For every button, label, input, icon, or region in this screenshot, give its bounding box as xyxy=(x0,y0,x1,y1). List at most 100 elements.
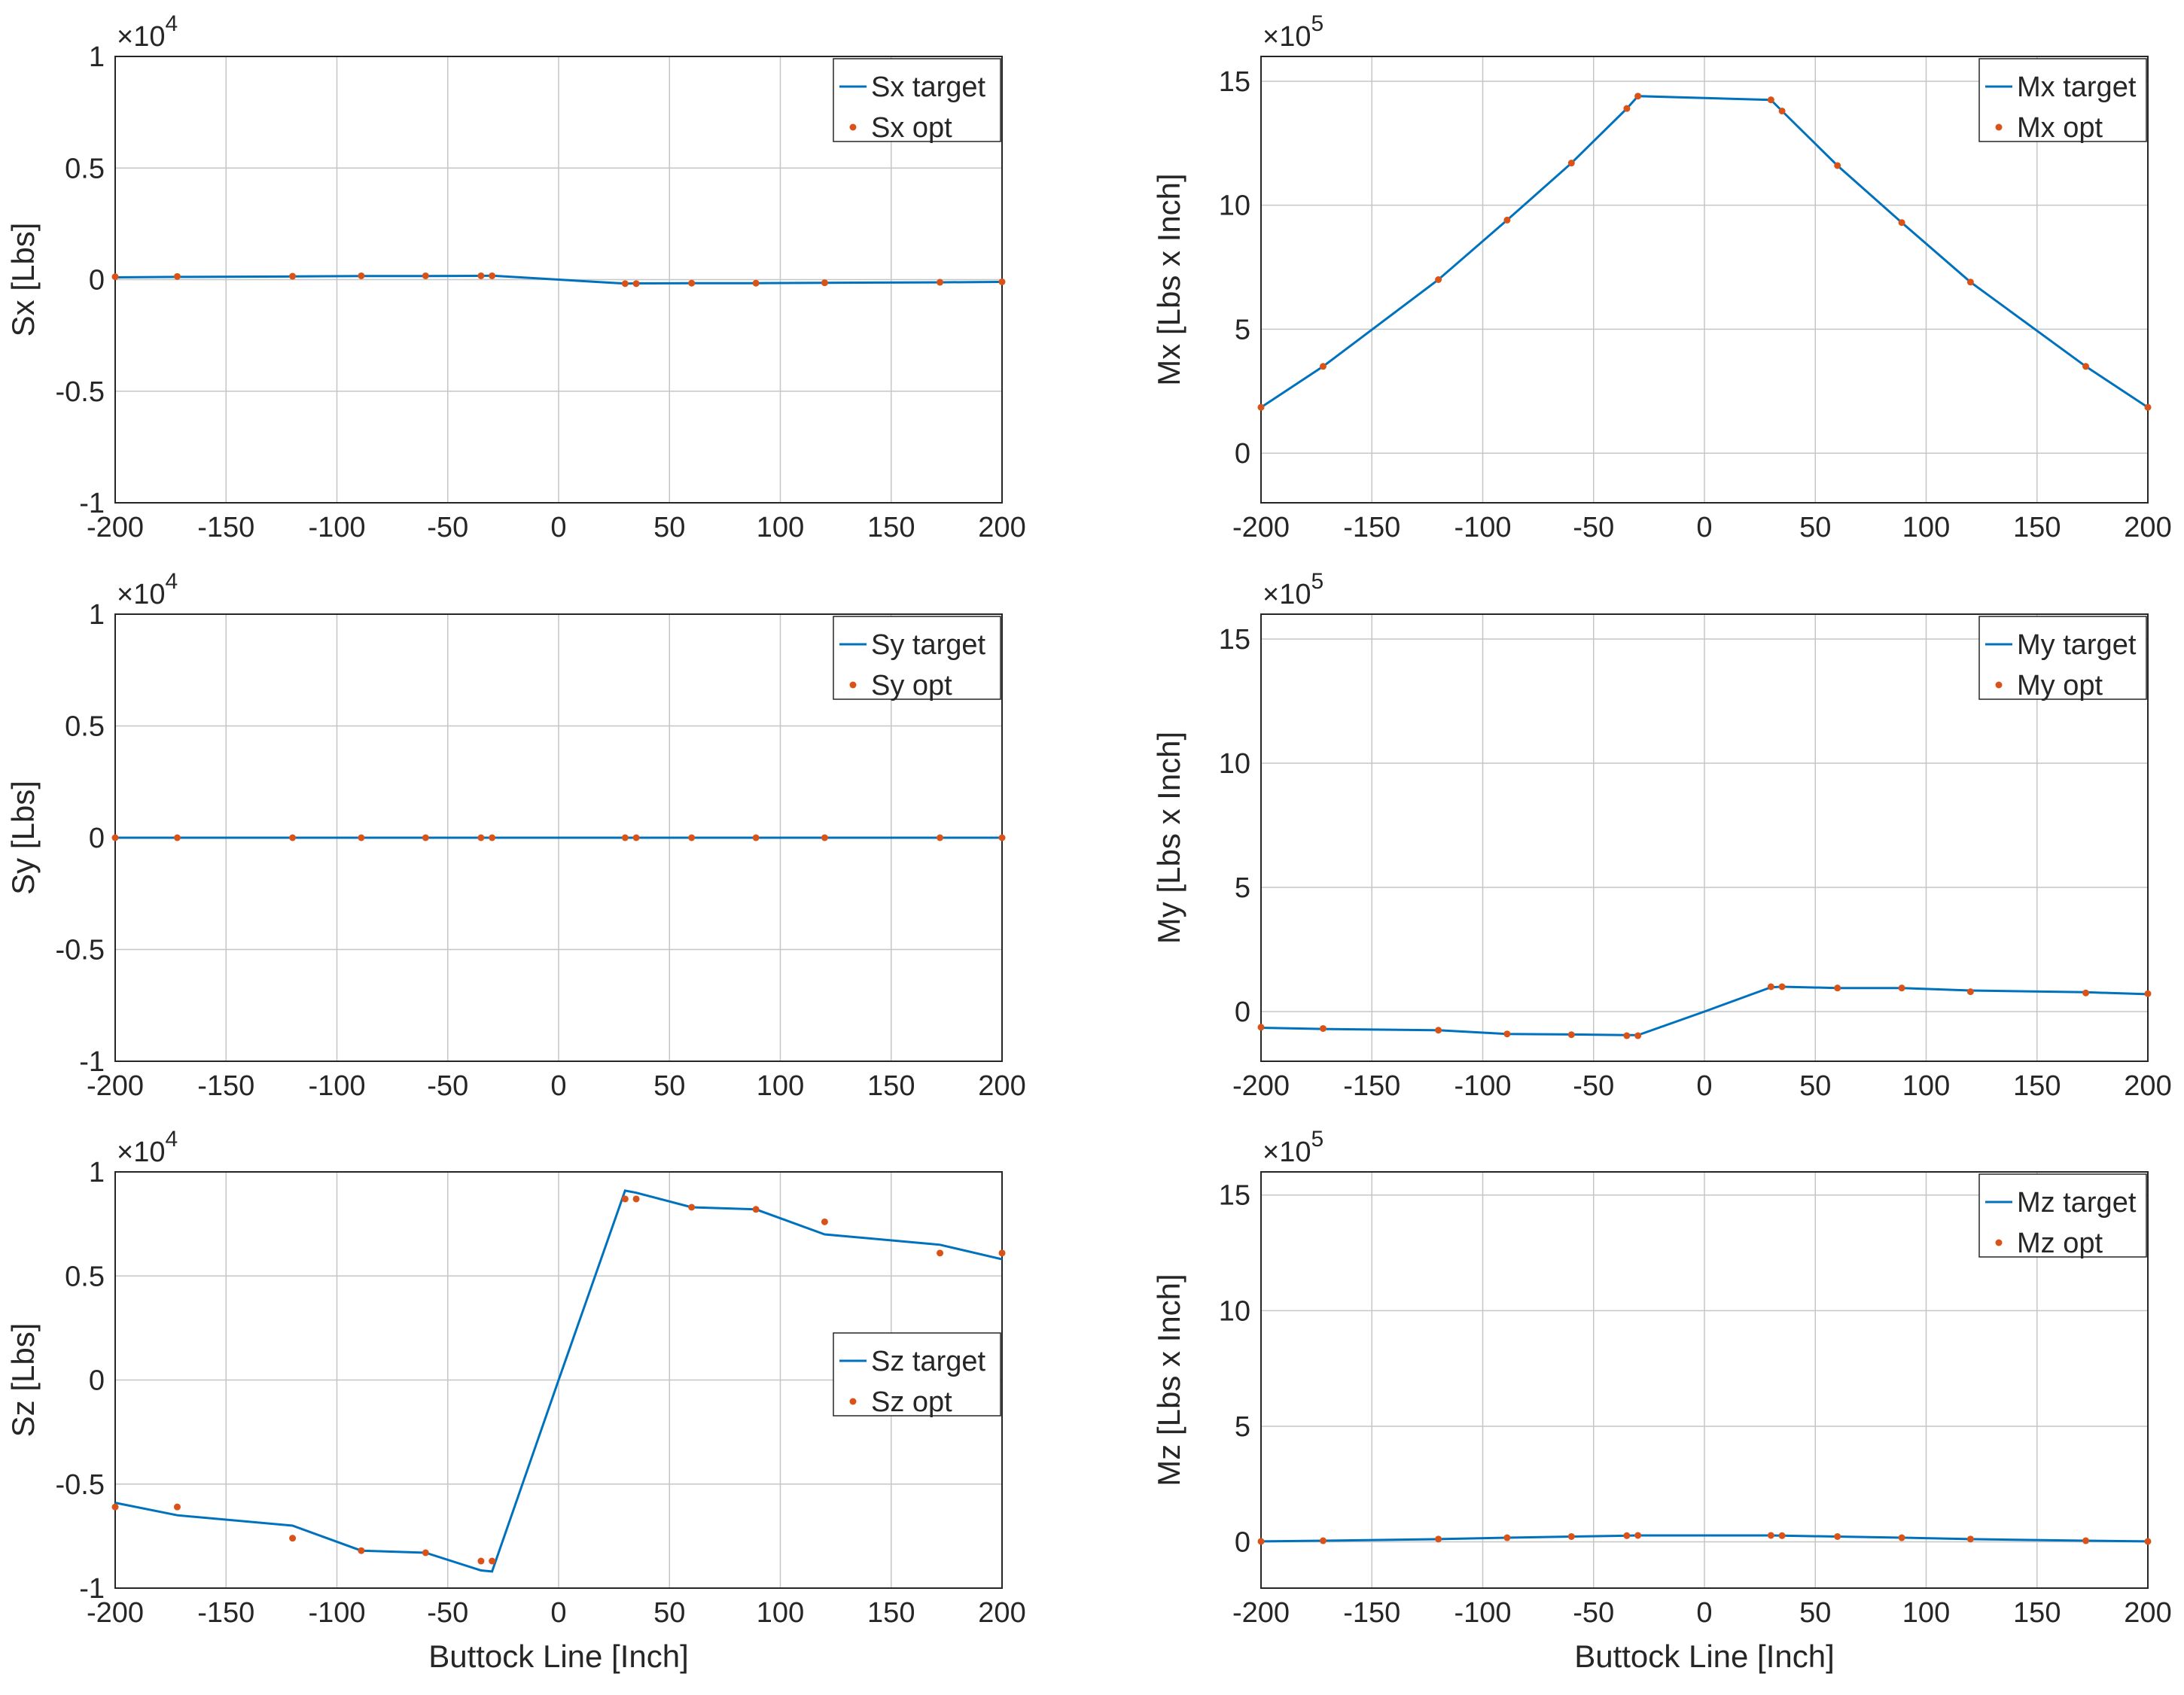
series-line xyxy=(114,274,1003,285)
x-tick-label: 100 xyxy=(1902,1597,1950,1629)
y-tick-label: 0.5 xyxy=(65,153,105,184)
data-point xyxy=(1567,1031,1575,1039)
x-tick-label: 50 xyxy=(1799,512,1831,543)
data-point xyxy=(1503,216,1511,224)
data-point xyxy=(489,1557,496,1565)
data-point xyxy=(111,834,119,841)
y-tick-label: 0 xyxy=(1235,997,1250,1028)
y-tick-label: 15 xyxy=(1219,66,1250,98)
x-tick-label: -50 xyxy=(1573,1597,1614,1629)
y-tick-label: 0 xyxy=(89,1365,105,1397)
x-tick-label: 200 xyxy=(978,512,1025,543)
legend-point-swatch xyxy=(1995,1239,2003,1246)
y-tick-label: 10 xyxy=(1219,190,1250,222)
data-point xyxy=(111,273,119,281)
y-tick-label: 15 xyxy=(1219,624,1250,656)
x-axis-label: Buttock Line [Inch] xyxy=(1574,1639,1835,1674)
legend-point-swatch xyxy=(1995,123,2003,131)
data-point xyxy=(688,279,696,287)
data-point xyxy=(752,1206,760,1213)
data-point xyxy=(2082,1537,2090,1544)
y-tick-label: -0.5 xyxy=(56,935,105,966)
data-point xyxy=(477,1557,485,1565)
data-point xyxy=(1767,983,1774,991)
x-axis-label: Buttock Line [Inch] xyxy=(428,1639,689,1674)
data-point xyxy=(2144,990,2152,997)
legend-entry: Sz opt xyxy=(871,1386,952,1418)
data-point xyxy=(1898,1534,1905,1541)
y-exponent-power: 5 xyxy=(1311,11,1323,36)
x-tick-label: 100 xyxy=(757,1070,804,1102)
data-point xyxy=(1503,1030,1511,1038)
data-point xyxy=(173,272,181,280)
x-tick-label: -100 xyxy=(1454,1597,1511,1629)
y-exponent-label: ×104 xyxy=(117,569,178,610)
data-point xyxy=(1834,162,1841,169)
legend-entry: Mz opt xyxy=(2017,1228,2103,1259)
data-point xyxy=(358,1547,365,1554)
data-point xyxy=(1898,984,1905,992)
data-point xyxy=(621,280,629,288)
legend-box xyxy=(833,1332,1001,1417)
chart-sz: -200 -150 -100 -50 0 50 100 150 200 -1 -0.5 0 0.5 1 ×1… xyxy=(5,1127,1026,1674)
x-tick-label: -50 xyxy=(427,1070,468,1102)
data-point xyxy=(621,834,629,841)
axes-frame xyxy=(1260,613,2149,1062)
y-tick-label: 5 xyxy=(1235,314,1250,345)
data-point xyxy=(1778,983,1786,991)
chart-mx: -200 -150 -100 -50 0 50 100 150 200 0 5 10 15 ×105 Mx … xyxy=(1151,11,2172,543)
x-tick-label: -200 xyxy=(87,1597,144,1629)
y-exponent-label: ×104 xyxy=(117,1127,178,1168)
y-tick-label: -1 xyxy=(79,1573,105,1605)
x-tick-label: -150 xyxy=(1343,1070,1400,1102)
y-tick-label: 15 xyxy=(1219,1180,1250,1212)
data-point xyxy=(937,834,944,841)
y-exponent-power: 4 xyxy=(165,569,178,594)
data-point xyxy=(111,1503,119,1511)
x-tick-label: -50 xyxy=(427,512,468,543)
data-point xyxy=(1966,1535,1974,1543)
data-point xyxy=(2144,403,2152,411)
data-point xyxy=(1623,105,1631,112)
x-tick-label: -150 xyxy=(1343,1597,1400,1629)
x-tick-label: 50 xyxy=(653,1597,685,1629)
y-axis-label: Sz [Lbs] xyxy=(5,1323,41,1438)
data-point xyxy=(1834,1532,1841,1540)
legend-entry: Mz target xyxy=(2017,1187,2137,1219)
x-tick-label: 0 xyxy=(1696,1597,1712,1629)
legend-entry: Sx opt xyxy=(871,112,952,144)
x-tick-label: 0 xyxy=(550,1597,566,1629)
x-tick-label: 150 xyxy=(867,1597,915,1629)
x-tick-label: -50 xyxy=(427,1597,468,1629)
x-tick-label: 50 xyxy=(1799,1070,1831,1102)
legend-point-swatch xyxy=(1995,681,2003,689)
data-point xyxy=(937,1249,944,1257)
data-point xyxy=(1435,1535,1442,1543)
axes-frame xyxy=(1260,1171,2149,1589)
x-tick-label: 200 xyxy=(978,1597,1025,1629)
data-point xyxy=(2082,989,2090,997)
data-point xyxy=(1966,988,1974,996)
x-tick-label: 0 xyxy=(1696,512,1712,543)
x-tick-label: 50 xyxy=(653,1070,685,1102)
x-tick-label: -100 xyxy=(308,1597,365,1629)
legend-entry: My opt xyxy=(2017,670,2103,701)
x-tick-label: -100 xyxy=(1454,512,1511,543)
data-point xyxy=(489,834,496,841)
data-point xyxy=(173,1503,181,1511)
x-tick-label: 50 xyxy=(653,512,685,543)
y-axis-label: My [Lbs x Inch] xyxy=(1151,732,1186,944)
y-exponent-power: 5 xyxy=(1311,1127,1323,1152)
y-tick-label: -1 xyxy=(79,488,105,519)
legend-entry: Mx target xyxy=(2017,72,2137,103)
data-point xyxy=(821,279,828,287)
x-tick-label: -200 xyxy=(1232,1597,1290,1629)
x-tick-label: 150 xyxy=(867,1070,915,1102)
y-tick-label: -0.5 xyxy=(56,376,105,408)
y-tick-label: 5 xyxy=(1235,872,1250,904)
chart-my: -200 -150 -100 -50 0 50 100 150 200 0 5 10 15 ×105 My … xyxy=(1151,569,2172,1102)
y-axis-label: Sx [Lbs] xyxy=(5,223,41,337)
y-tick-label: 10 xyxy=(1219,748,1250,780)
data-point xyxy=(1634,1032,1642,1039)
chart-sy: -200 -150 -100 -50 0 50 100 150 200 -1 -0.5 0 0.5 1 ×1… xyxy=(5,569,1026,1102)
